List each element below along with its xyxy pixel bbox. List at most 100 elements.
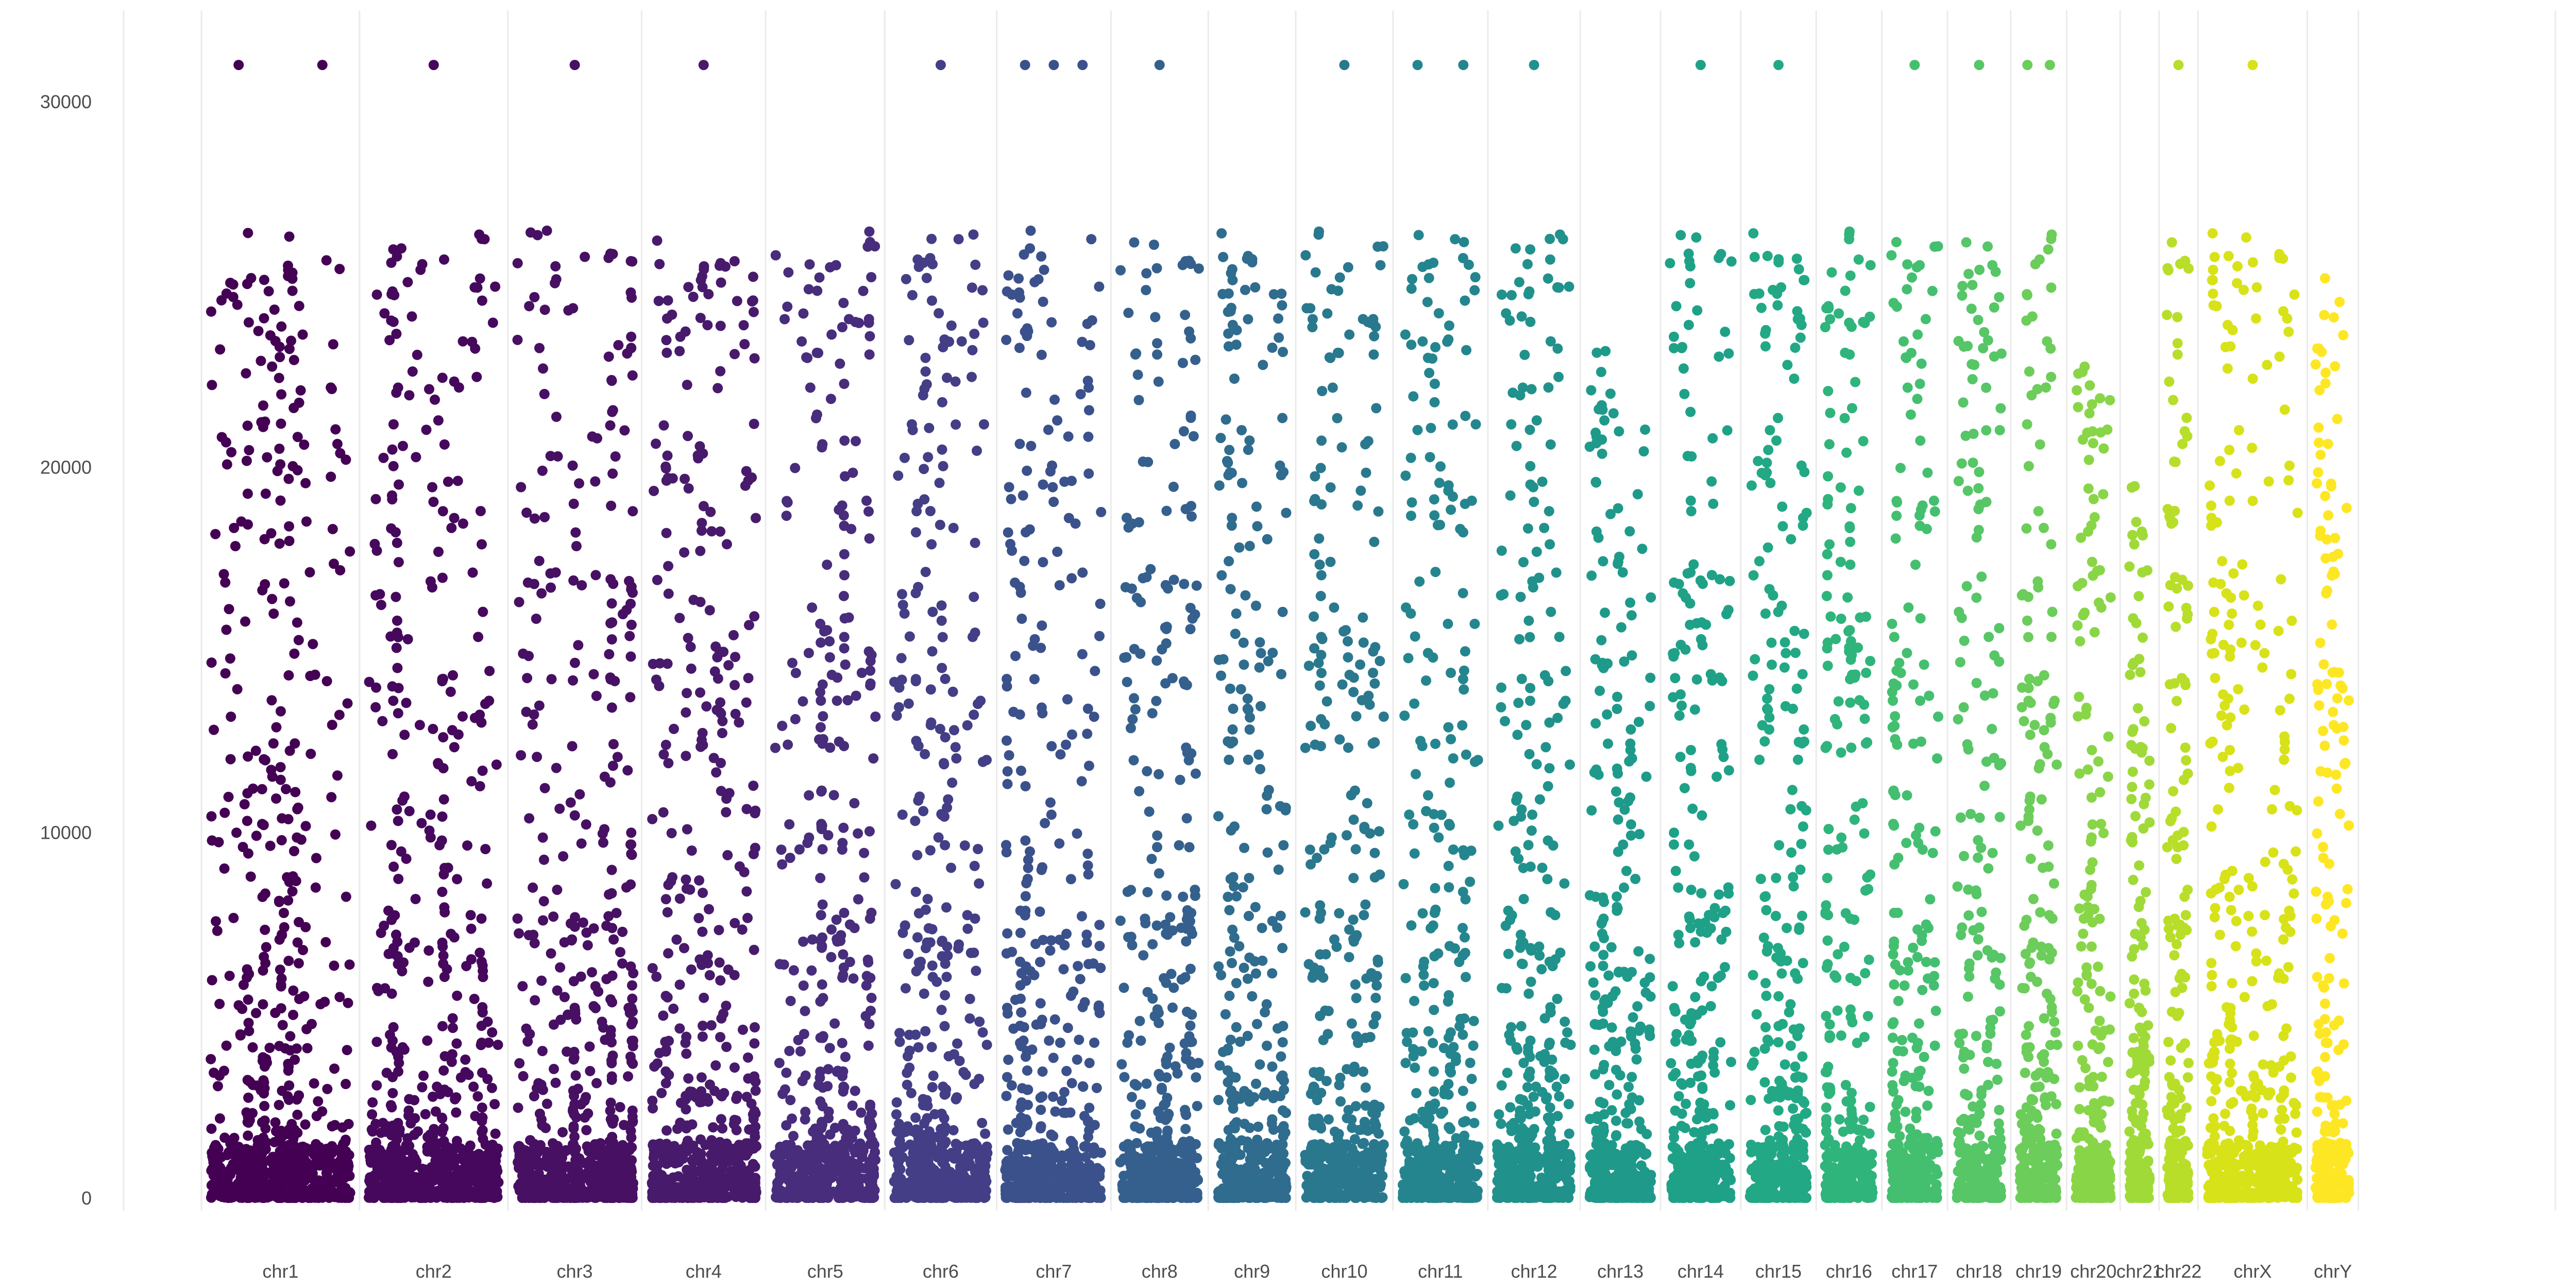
- data-point: [1096, 506, 1107, 517]
- data-point: [342, 1045, 352, 1056]
- data-point: [622, 348, 633, 359]
- data-point: [837, 844, 848, 855]
- data-point: [528, 882, 538, 893]
- data-point: [910, 588, 921, 599]
- data-point: [749, 1071, 759, 1082]
- data-point: [962, 720, 973, 731]
- data-point: [407, 366, 418, 377]
- data-point: [953, 943, 964, 954]
- data-point: [467, 336, 478, 347]
- data-point: [402, 634, 413, 645]
- data-point: [1192, 1100, 1202, 1111]
- data-point: [207, 975, 217, 986]
- data-point: [568, 575, 579, 586]
- data-point: [681, 874, 691, 885]
- data-point: [228, 292, 239, 302]
- data-point: [652, 574, 663, 585]
- data-point: [818, 711, 828, 722]
- data-point: [275, 706, 286, 717]
- data-point: [817, 899, 828, 910]
- data-point: [1031, 1019, 1042, 1030]
- data-point: [1066, 729, 1077, 740]
- data-point: [865, 236, 875, 247]
- data-point: [1133, 395, 1144, 405]
- data-point: [925, 720, 936, 731]
- data-point: [1122, 676, 1132, 687]
- data-point: [558, 851, 569, 862]
- data-point: [394, 479, 404, 490]
- data-point: [779, 314, 790, 325]
- data-point: [1094, 941, 1105, 952]
- data-point: [392, 615, 402, 626]
- data-point: [257, 784, 267, 794]
- data-point: [835, 1149, 846, 1160]
- data-point: [952, 1038, 962, 1049]
- data-point: [647, 814, 658, 824]
- data-point: [918, 1100, 928, 1111]
- data-point: [477, 539, 487, 550]
- data-point: [868, 1151, 878, 1162]
- data-point: [1185, 624, 1196, 635]
- data-point: [388, 461, 399, 471]
- data-point: [447, 1013, 458, 1024]
- data-point: [1035, 1144, 1045, 1155]
- series-chr3: [512, 60, 639, 1203]
- data-point: [693, 913, 704, 923]
- data-point: [298, 945, 308, 955]
- data-point: [682, 380, 692, 390]
- data-point: [243, 317, 254, 328]
- data-point: [1066, 573, 1077, 584]
- data-point: [262, 452, 273, 463]
- data-point: [251, 1080, 262, 1091]
- data-point: [947, 777, 958, 788]
- data-point: [380, 983, 391, 994]
- data-point: [608, 934, 619, 945]
- data-point: [1148, 240, 1159, 250]
- data-point: [595, 1138, 606, 1148]
- data-point: [1019, 555, 1030, 566]
- data-point: [617, 1140, 628, 1150]
- data-point: [897, 809, 908, 820]
- data-point: [1082, 728, 1093, 739]
- data-point: [401, 698, 412, 708]
- data-point: [863, 314, 874, 325]
- data-point: [452, 476, 463, 486]
- data-point: [951, 1094, 961, 1105]
- data-point: [660, 991, 671, 1002]
- data-point: [1075, 389, 1086, 400]
- data-point: [939, 334, 950, 345]
- data-point: [839, 435, 850, 446]
- data-point: [272, 466, 283, 477]
- data-point: [967, 371, 977, 382]
- data-point: [1129, 237, 1140, 248]
- data-point: [839, 907, 850, 918]
- data-point: [1023, 854, 1033, 865]
- data-point: [907, 290, 918, 300]
- data-point: [548, 911, 559, 922]
- data-point: [671, 934, 682, 945]
- data-point: [326, 1144, 337, 1155]
- data-point: [489, 1182, 500, 1193]
- data-point: [468, 1081, 479, 1092]
- data-point: [610, 451, 621, 462]
- data-point: [270, 1117, 281, 1128]
- data-point: [708, 1191, 719, 1202]
- data-point: [1150, 312, 1161, 323]
- data-point: [284, 1126, 295, 1137]
- data-point: [436, 835, 447, 846]
- data-point: [969, 591, 979, 602]
- data-point: [1021, 387, 1031, 398]
- data-point: [541, 225, 552, 236]
- data-point: [662, 658, 673, 669]
- data-point: [1036, 251, 1046, 262]
- data-point: [715, 975, 726, 986]
- data-point: [910, 676, 921, 687]
- data-point: [1184, 842, 1195, 853]
- data-point: [327, 384, 337, 394]
- data-point: [1145, 564, 1156, 574]
- data-point: [904, 1029, 914, 1040]
- data-point: [788, 1131, 799, 1141]
- data-point: [749, 418, 759, 429]
- data-point: [660, 1066, 671, 1077]
- data-point: [206, 1054, 216, 1064]
